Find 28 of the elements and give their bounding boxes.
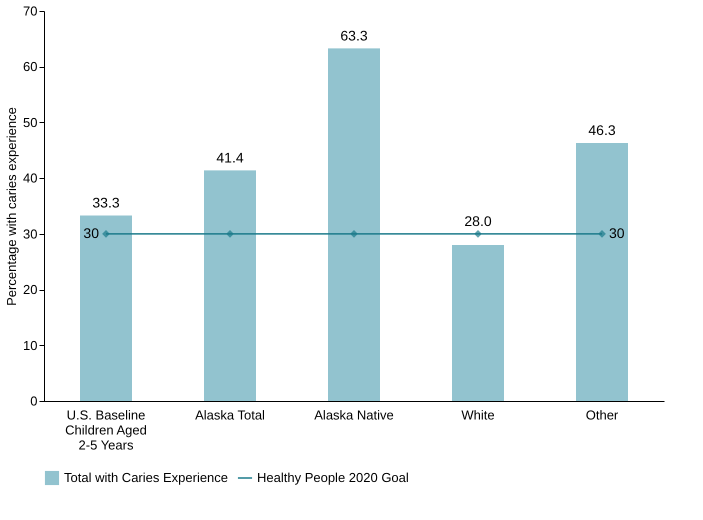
- y-tick-label: 0: [30, 394, 38, 408]
- data-label: 28.0: [464, 212, 492, 229]
- y-tick-label: 50: [23, 114, 38, 130]
- y-tick-label: 20: [23, 282, 38, 298]
- bar: [576, 143, 628, 401]
- legend-label: Total with Caries Experience: [64, 470, 228, 485]
- bar: [328, 48, 380, 401]
- x-tick-label: U.S. Baseline Children Aged 2-5 Years: [65, 408, 147, 452]
- y-tick-label: 70: [23, 4, 38, 18]
- legend-label: Healthy People 2020 Goal: [257, 470, 409, 485]
- bar: [204, 170, 256, 401]
- data-label: 46.3: [588, 122, 616, 138]
- x-tick-label: Other: [586, 408, 619, 422]
- bar: [80, 215, 132, 401]
- y-axis-title: Percentage with caries experience: [4, 107, 20, 306]
- data-label: 41.4: [216, 149, 244, 166]
- data-label: 63.3: [340, 27, 368, 44]
- x-tick-label: Alaska Total: [195, 408, 266, 422]
- y-tick-label: 30: [23, 226, 38, 242]
- x-tick-label: White: [461, 408, 495, 422]
- y-tick-label: 40: [23, 170, 38, 186]
- x-tick-label: Alaska Native: [314, 408, 394, 422]
- data-label: 30: [609, 224, 625, 241]
- y-tick-label: 60: [23, 59, 38, 74]
- bar: [452, 245, 504, 401]
- y-tick-label: 10: [23, 338, 38, 353]
- data-label: 33.3: [92, 194, 120, 210]
- data-label: 30: [83, 224, 100, 241]
